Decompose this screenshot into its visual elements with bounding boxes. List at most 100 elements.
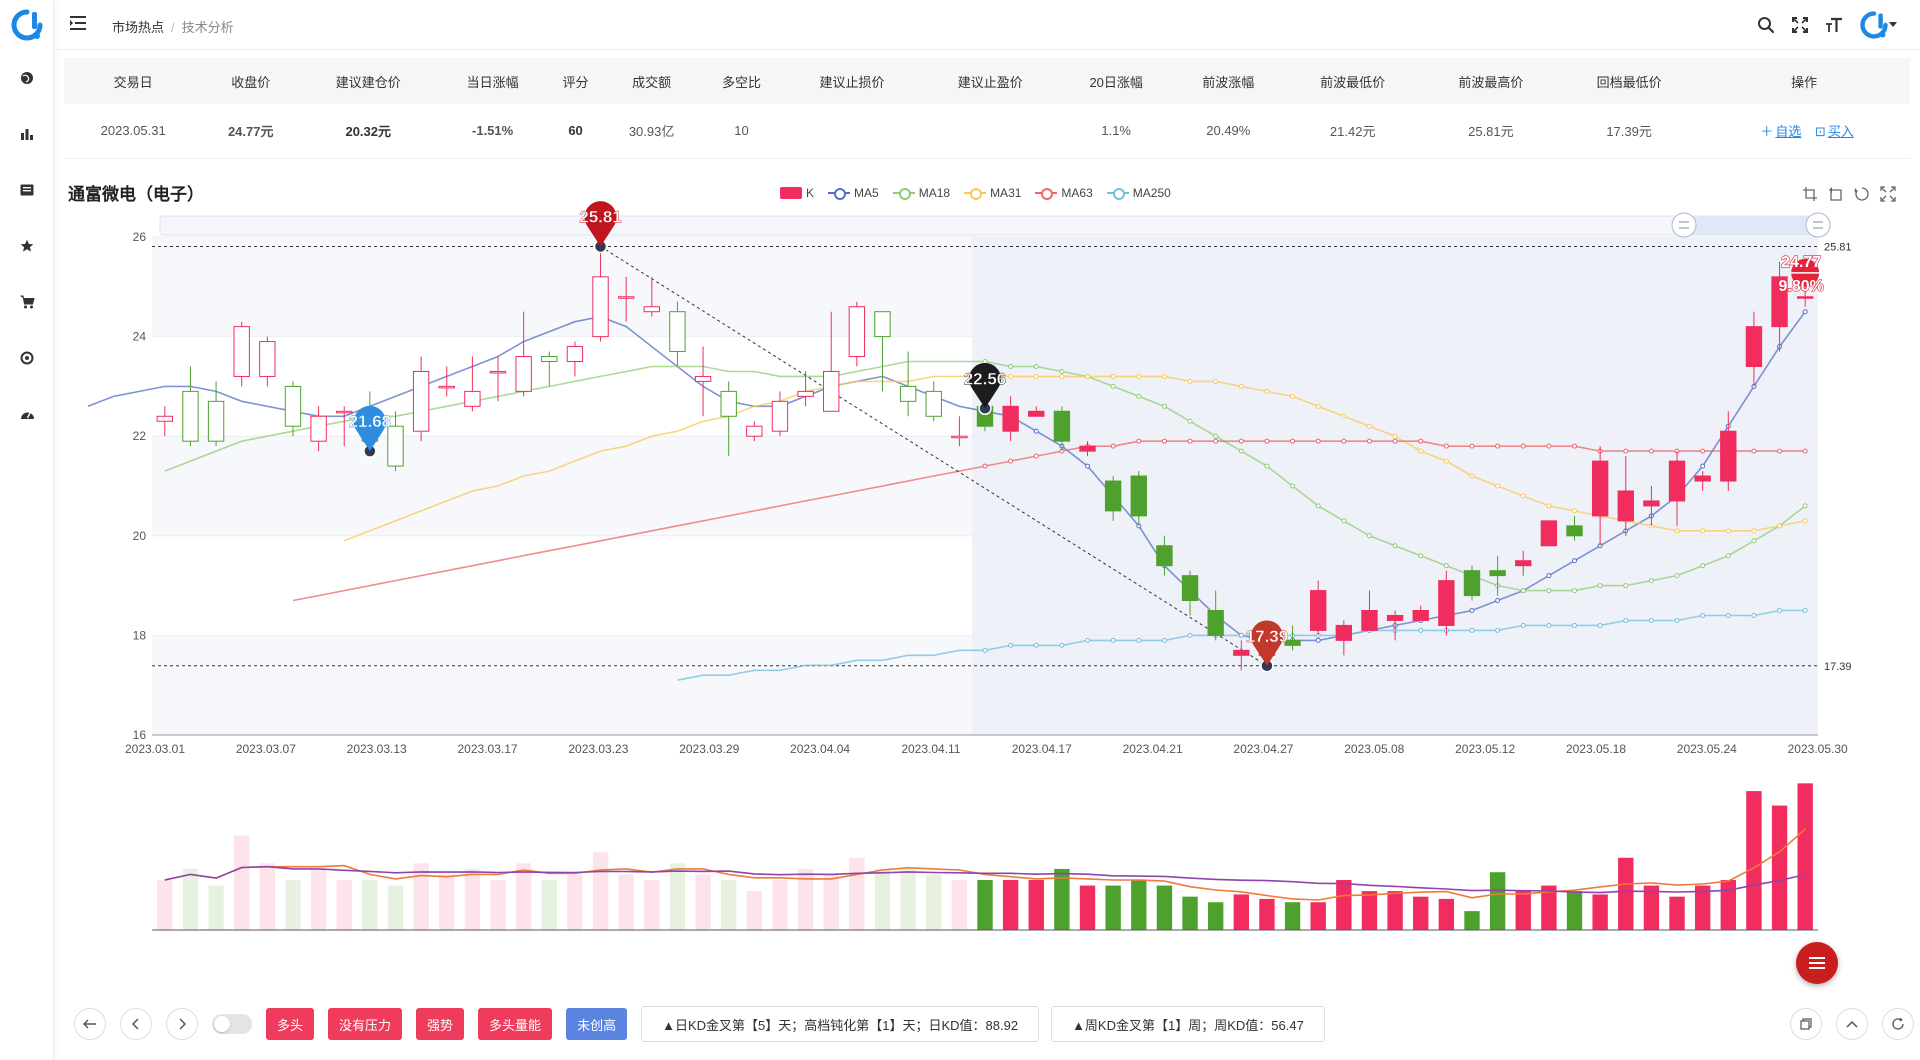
search-icon[interactable] (1756, 15, 1776, 35)
stock-summary-table: 交易日 收盘价 建议建仓价 当日涨幅 评分 成交额 多空比 建议止损价 建议止盈… (64, 58, 1910, 159)
legend-ma31[interactable]: MA31 (964, 186, 1021, 200)
ma-point-ma31 (1033, 373, 1039, 379)
volume-bar (1489, 872, 1506, 930)
ma-point-ma63 (1290, 438, 1296, 444)
restore-icon[interactable] (1854, 186, 1870, 202)
legend-ma18[interactable]: MA18 (892, 186, 950, 200)
ma-point-ma31 (1315, 403, 1321, 409)
bar-chart-icon[interactable] (17, 124, 37, 144)
legend-ma250[interactable]: MA250 (1106, 186, 1171, 200)
candle-body (797, 390, 814, 397)
volume-bar (1105, 885, 1121, 930)
prev-low-marker-pin (353, 405, 386, 452)
tag-bullish: 多头 (266, 1008, 315, 1040)
x-tick-label: 2023.03.17 (458, 742, 518, 756)
y-tick-label: 20 (133, 529, 147, 543)
breadcrumb-item-market[interactable]: 市场热点 (112, 20, 165, 35)
candle-body (182, 390, 199, 442)
cell-pullback-low: 17.39元 (1559, 104, 1699, 159)
candle (1284, 625, 1301, 651)
legend-k[interactable]: K (780, 186, 814, 200)
expand-icon[interactable] (1880, 186, 1896, 202)
fullscreen-icon[interactable] (1790, 15, 1810, 35)
buy-link[interactable]: 买入 (1827, 124, 1854, 140)
toggle-switch[interactable] (212, 1014, 252, 1034)
y-tick-label: 24 (133, 330, 147, 344)
globe-icon[interactable] (17, 68, 37, 88)
th-score: 评分 (547, 58, 604, 104)
menu-toggle-icon[interactable] (70, 15, 88, 33)
ma-point-ma250 (1802, 608, 1808, 613)
stock-title: 通富微电（电子） (68, 185, 204, 204)
candle (182, 366, 199, 447)
candle (951, 416, 968, 447)
font-size-icon[interactable] (1824, 15, 1844, 35)
candle (1668, 451, 1686, 526)
target-icon[interactable] (17, 348, 37, 368)
candle-body (925, 390, 942, 417)
logo-icon[interactable] (10, 8, 44, 42)
ma-point-ma31 (1674, 528, 1680, 534)
scroll-top-button[interactable] (1836, 1008, 1868, 1040)
candle-body (1233, 649, 1250, 656)
candle-body (899, 385, 917, 402)
candle-body (1515, 560, 1532, 567)
refresh-button[interactable] (1882, 1008, 1914, 1040)
legend-ma63[interactable]: MA63 (1035, 186, 1093, 200)
candle (1489, 555, 1506, 596)
star-icon[interactable] (17, 236, 37, 256)
ma-point-ma63 (1187, 438, 1193, 444)
candle-body (156, 415, 174, 422)
candle-body (1438, 580, 1455, 626)
avatar-logo-icon[interactable] (1858, 11, 1898, 39)
candle (823, 311, 840, 412)
ma-point-ma18 (1264, 463, 1270, 469)
candle-body (746, 425, 763, 437)
menu-fab-button[interactable] (1796, 942, 1838, 984)
watch-link[interactable]: 自选 (1775, 124, 1802, 140)
newspaper-icon[interactable] (17, 180, 37, 200)
candle (1771, 261, 1788, 352)
volume-bar (695, 874, 711, 930)
legend-ma5[interactable]: MA5 (828, 186, 879, 200)
candle (669, 301, 686, 367)
x-tick-label: 2023.03.13 (347, 742, 407, 756)
table-row: 2023.05.31 24.77元 20.32元 -1.51% 60 30.93… (64, 104, 1910, 159)
candle-body (1412, 610, 1429, 621)
volume-bar (362, 880, 378, 930)
prev-low-marker-label: 21.68 (349, 412, 392, 431)
volume-bar (285, 880, 301, 930)
chevron-right-icon (179, 1018, 186, 1030)
ma-point-ma18 (1033, 363, 1039, 369)
candle (1694, 471, 1711, 491)
candle-body (1796, 296, 1814, 299)
ma-point-ma250 (1110, 637, 1116, 643)
next-button[interactable] (166, 1008, 198, 1040)
candle (336, 406, 353, 447)
crop-icon[interactable] (1802, 186, 1818, 202)
undo-icon[interactable] (1828, 186, 1844, 202)
candle-body (1540, 520, 1558, 547)
th-prev-wave: 前波涨幅 (1173, 58, 1284, 104)
copy-button[interactable] (1790, 1008, 1822, 1040)
candle-body (771, 400, 789, 432)
ma-point-ma63 (1315, 438, 1321, 444)
candle (1181, 570, 1199, 616)
ma-point-ma31 (1059, 373, 1065, 379)
ma-point-ma18 (1700, 563, 1706, 569)
ma-point-ma18 (1751, 538, 1757, 544)
ma-point-ma63 (982, 463, 988, 469)
candle (1745, 311, 1763, 387)
cart-icon[interactable] (17, 292, 37, 312)
candle-body (464, 390, 481, 407)
candle (207, 381, 225, 447)
chart-tools (1802, 186, 1896, 202)
legend-ma31-swatch (964, 188, 987, 200)
back-button[interactable] (74, 1008, 106, 1040)
ma-point-ma18 (1213, 433, 1219, 439)
dashboard-icon[interactable] (17, 404, 37, 424)
candle (1643, 486, 1660, 526)
candle-body (1566, 525, 1583, 537)
prev-button[interactable] (120, 1008, 152, 1040)
